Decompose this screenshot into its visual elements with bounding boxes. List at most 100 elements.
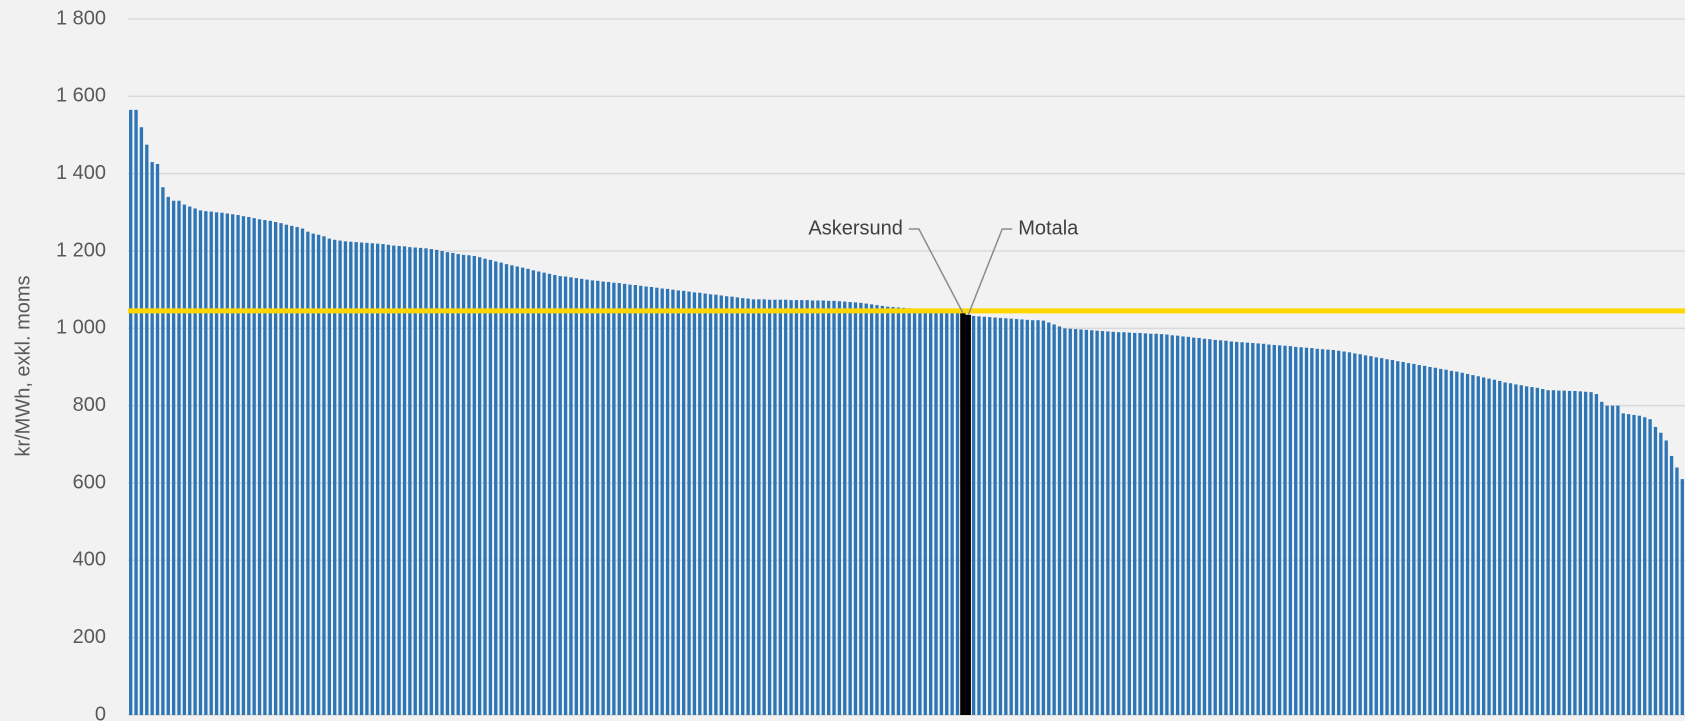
annotation-label: Motala — [1018, 217, 1079, 239]
bar — [1165, 334, 1169, 715]
y-tick-label: 1 400 — [56, 162, 106, 184]
bar — [859, 302, 863, 715]
bar — [1353, 353, 1357, 715]
bar — [1680, 479, 1684, 715]
bar — [993, 317, 997, 715]
bar — [1310, 348, 1314, 715]
bar — [826, 300, 831, 715]
y-tick-label: 200 — [73, 626, 106, 648]
bar — [1643, 417, 1647, 715]
bar — [435, 249, 439, 715]
bar — [1632, 414, 1636, 715]
bar — [617, 283, 621, 715]
bar — [424, 248, 428, 715]
highlighted-bar — [960, 312, 966, 715]
bar — [1471, 375, 1475, 715]
bar — [1014, 319, 1019, 715]
bar — [692, 292, 697, 715]
bar — [698, 292, 702, 715]
bar — [714, 294, 718, 715]
bar — [408, 247, 412, 715]
bar — [1202, 338, 1207, 715]
bar — [1004, 318, 1008, 715]
bar — [682, 290, 686, 715]
bar — [402, 246, 407, 716]
bar — [928, 309, 933, 715]
bar — [810, 300, 815, 715]
bar — [730, 296, 734, 715]
bar — [1428, 367, 1432, 715]
bar — [1079, 329, 1083, 715]
bar — [1363, 355, 1368, 715]
bar — [1524, 386, 1529, 715]
bar — [1455, 371, 1459, 715]
bar — [1036, 320, 1040, 715]
bar — [392, 245, 396, 715]
bar — [644, 286, 648, 715]
bar — [622, 283, 627, 715]
bar — [741, 298, 745, 715]
bar — [198, 210, 203, 715]
bar — [1487, 378, 1491, 715]
bar — [338, 240, 342, 715]
bar — [1422, 365, 1427, 715]
bar — [1020, 319, 1024, 715]
bar — [1261, 343, 1266, 715]
bar — [1320, 349, 1325, 715]
highlighted-bar — [965, 314, 971, 715]
leader-line — [967, 228, 1013, 316]
bar — [907, 308, 911, 715]
bar — [150, 162, 154, 716]
bar — [606, 281, 611, 715]
y-tick-label: 600 — [73, 471, 106, 493]
bar — [1481, 377, 1486, 715]
bar — [220, 212, 224, 715]
bar — [719, 295, 723, 715]
bar — [757, 299, 761, 715]
bar — [816, 300, 820, 715]
bar — [1068, 328, 1072, 715]
bar — [1439, 368, 1443, 715]
bar — [1095, 330, 1099, 715]
bar — [875, 305, 879, 715]
bar — [853, 302, 858, 715]
bar — [171, 200, 176, 715]
bar — [193, 208, 197, 715]
bar — [1084, 329, 1089, 715]
bar — [1653, 426, 1658, 715]
bar — [1444, 369, 1448, 715]
bar — [252, 218, 256, 715]
bar — [778, 299, 782, 715]
bar — [848, 302, 852, 715]
bar — [1433, 367, 1438, 715]
bar — [343, 241, 348, 716]
bar — [918, 309, 922, 715]
bar — [1589, 392, 1593, 715]
bar — [558, 276, 562, 715]
bar — [1138, 332, 1142, 715]
bar — [177, 200, 181, 715]
bar — [257, 219, 262, 715]
bar — [1143, 333, 1148, 715]
bar — [1492, 379, 1497, 715]
bar — [279, 223, 283, 715]
bar — [585, 279, 589, 715]
bar — [1057, 326, 1062, 715]
bar — [166, 196, 170, 715]
bar — [1235, 341, 1239, 715]
bar — [590, 280, 595, 715]
bar — [1100, 331, 1105, 715]
bar — [1267, 344, 1271, 715]
bar — [773, 299, 777, 715]
bar — [1009, 318, 1013, 715]
bar — [1503, 382, 1507, 715]
bar — [671, 289, 675, 715]
bar — [988, 317, 992, 715]
bar — [1412, 363, 1416, 715]
bar — [934, 310, 938, 715]
bar — [365, 242, 369, 715]
bar — [982, 316, 987, 715]
bar — [494, 261, 498, 715]
bar — [639, 285, 643, 715]
bar — [1390, 360, 1395, 715]
